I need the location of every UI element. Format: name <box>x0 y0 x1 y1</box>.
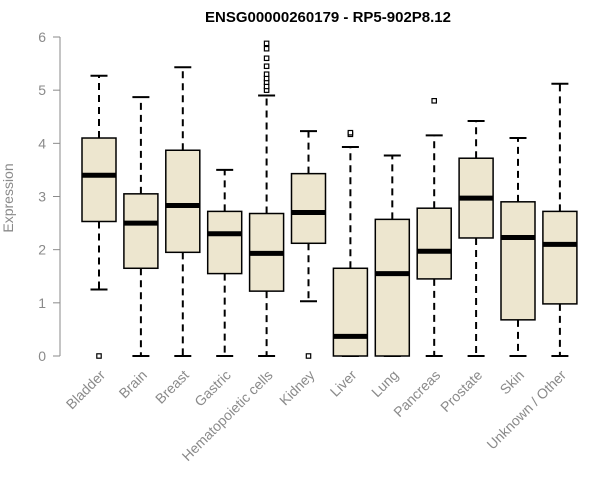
x-tick-label: Liver <box>327 367 360 400</box>
y-axis-label: Expression <box>0 163 16 232</box>
box-kidney <box>290 130 327 359</box>
outlier-point <box>263 40 270 47</box>
box-lung <box>374 154 411 357</box>
boxes-group <box>81 40 578 359</box>
x-tick-label: Prostate <box>437 367 485 415</box>
iqr-box <box>123 193 159 270</box>
y-tick-label: 0 <box>38 348 46 364</box>
iqr-box <box>500 201 536 321</box>
box-bladder <box>81 74 117 359</box>
box-pancreas <box>416 97 452 357</box>
x-tick-label: Kidney <box>276 367 318 409</box>
y-tick-label: 2 <box>38 242 46 258</box>
box-brain <box>123 96 159 357</box>
x-tick-label: Unknown / Other <box>483 367 569 453</box>
x-tick-label: Lung <box>368 367 401 400</box>
box-gastric <box>206 168 243 357</box>
outlier-point <box>431 97 438 104</box>
y-tick-label: 5 <box>38 82 46 98</box>
box-liver <box>332 129 369 357</box>
box-breast <box>165 66 201 357</box>
iqr-box <box>81 137 117 223</box>
outlier-point <box>263 55 270 62</box>
iqr-box <box>206 210 243 275</box>
y-axis: 0 1 2 3 4 5 6 <box>38 29 61 364</box>
x-tick-label: Bladder <box>63 367 109 413</box>
x-tick-label: Pancreas <box>390 367 443 420</box>
x-tick-label: Brain <box>116 367 150 401</box>
outlier-point <box>263 63 270 70</box>
iqr-box <box>165 149 201 254</box>
y-tick-label: 4 <box>38 135 46 151</box>
box-prostate <box>458 120 494 357</box>
outlier-point <box>347 129 354 136</box>
y-tick-label: 3 <box>38 189 46 205</box>
x-tick-label: Skin <box>497 367 528 398</box>
outlier-point <box>263 71 270 78</box>
outlier-point <box>263 45 270 52</box>
iqr-box <box>374 218 411 357</box>
y-tick-label: 1 <box>38 295 46 311</box>
iqr-box <box>290 172 327 245</box>
iqr-box <box>542 210 578 305</box>
iqr-box <box>416 207 452 280</box>
outlier-point <box>305 353 312 359</box>
outlier-point <box>96 353 102 359</box>
iqr-box <box>332 267 369 357</box>
y-tick-label: 6 <box>38 29 46 45</box>
x-tick-label: Breast <box>152 367 192 407</box>
box-unknown-other <box>542 82 578 357</box>
chart-title: ENSG00000260179 - RP5-902P8.12 <box>205 9 451 26</box>
box-hematopoietic-cells <box>248 40 285 357</box>
box-skin <box>500 137 536 357</box>
